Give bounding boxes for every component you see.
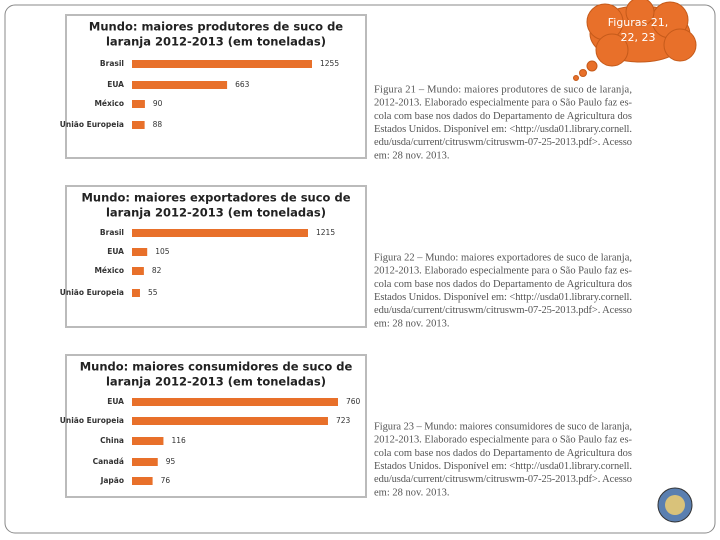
bar — [132, 60, 312, 68]
caption-line: Figura 22 – Mundo: maiores exportadores … — [374, 252, 632, 263]
value-label: 76 — [161, 476, 171, 485]
callout-text: 22, 23 — [621, 31, 656, 44]
value-label: 723 — [336, 416, 351, 425]
value-label: 55 — [148, 288, 158, 297]
chart-title: Mundo: maiores produtores de suco de — [89, 20, 343, 34]
value-label: 88 — [153, 120, 163, 129]
category-label: Japão — [100, 476, 124, 485]
value-label: 116 — [171, 436, 186, 445]
category-label: México — [94, 266, 124, 275]
caption-line: edu/usda/current/citruswm/citruswm-07-25… — [374, 137, 632, 148]
value-label: 760 — [346, 397, 361, 406]
value-label: 95 — [166, 457, 176, 466]
caption-line: em: 28 nov. 2013. — [374, 487, 449, 498]
category-label: EUA — [107, 80, 124, 89]
value-label: 663 — [235, 80, 250, 89]
bar — [132, 100, 145, 108]
value-label: 90 — [153, 99, 163, 108]
value-label: 105 — [155, 247, 170, 256]
chart-title: laranja 2012-2013 (em toneladas) — [106, 35, 326, 49]
category-label: União Europeia — [60, 120, 124, 129]
caption-line: Estados Unidos. Disponível em: <http://u… — [374, 124, 632, 135]
bar — [132, 121, 145, 129]
bar — [132, 289, 140, 297]
caption-line: cola com base nos dados do Departamento … — [374, 111, 632, 122]
callout-cloud — [573, 0, 697, 81]
bar — [132, 437, 164, 445]
caption-line: Figura 21 – Mundo: maiores produtores de… — [374, 84, 632, 95]
caption-line: edu/usda/current/citruswm/citruswm-07-25… — [374, 474, 632, 485]
bar — [132, 398, 338, 406]
category-label: EUA — [107, 397, 124, 406]
bar — [132, 81, 228, 89]
callout-text: Figuras 21, — [608, 16, 669, 29]
caption-line: Estados Unidos. Disponível em: <http://u… — [374, 461, 632, 472]
value-label: 1215 — [316, 228, 335, 237]
chart-title: laranja 2012-2013 (em toneladas) — [106, 375, 326, 389]
chart-frame — [65, 14, 367, 159]
caption-line: edu/usda/current/citruswm/citruswm-07-25… — [374, 305, 632, 316]
chart-frame — [65, 354, 367, 498]
caption-line: 2012-2013. Elaborado especialmente para … — [374, 266, 633, 277]
category-label: Canadá — [93, 457, 124, 466]
bar — [132, 458, 158, 466]
caption-line: cola com base nos dados do Departamento … — [374, 448, 632, 459]
caption-line: em: 28 nov. 2013. — [374, 150, 449, 161]
chart-title: Mundo: maiores consumidores de suco de — [80, 360, 353, 374]
category-label: União Europeia — [60, 288, 124, 297]
bar — [132, 417, 328, 425]
bar — [132, 229, 308, 237]
chart-title: laranja 2012-2013 (em toneladas) — [106, 206, 326, 220]
caption-line: 2012-2013. Elaborado especialmente para … — [374, 435, 633, 446]
value-label: 1255 — [320, 59, 339, 68]
value-label: 82 — [152, 266, 162, 275]
bar — [132, 267, 144, 275]
category-label: China — [100, 436, 124, 445]
caption-line: em: 28 nov. 2013. — [374, 318, 449, 329]
logo — [657, 487, 693, 523]
caption-line: Figura 23 – Mundo: maiores consumidores … — [374, 421, 632, 432]
category-label: México — [94, 99, 124, 108]
chart-title: Mundo: maiores exportadores de suco de — [81, 191, 350, 205]
caption-line: 2012-2013. Elaborado especialmente para … — [374, 98, 633, 109]
category-label: União Europeia — [60, 416, 124, 425]
chart-frame — [65, 185, 367, 328]
category-label: EUA — [107, 247, 124, 256]
caption-line: Estados Unidos. Disponível em: <http://u… — [374, 292, 632, 303]
bar — [132, 477, 153, 485]
caption-line: cola com base nos dados do Departamento … — [374, 279, 632, 290]
category-label: Brasil — [100, 228, 124, 237]
category-label: Brasil — [100, 59, 124, 68]
bar — [132, 248, 148, 256]
